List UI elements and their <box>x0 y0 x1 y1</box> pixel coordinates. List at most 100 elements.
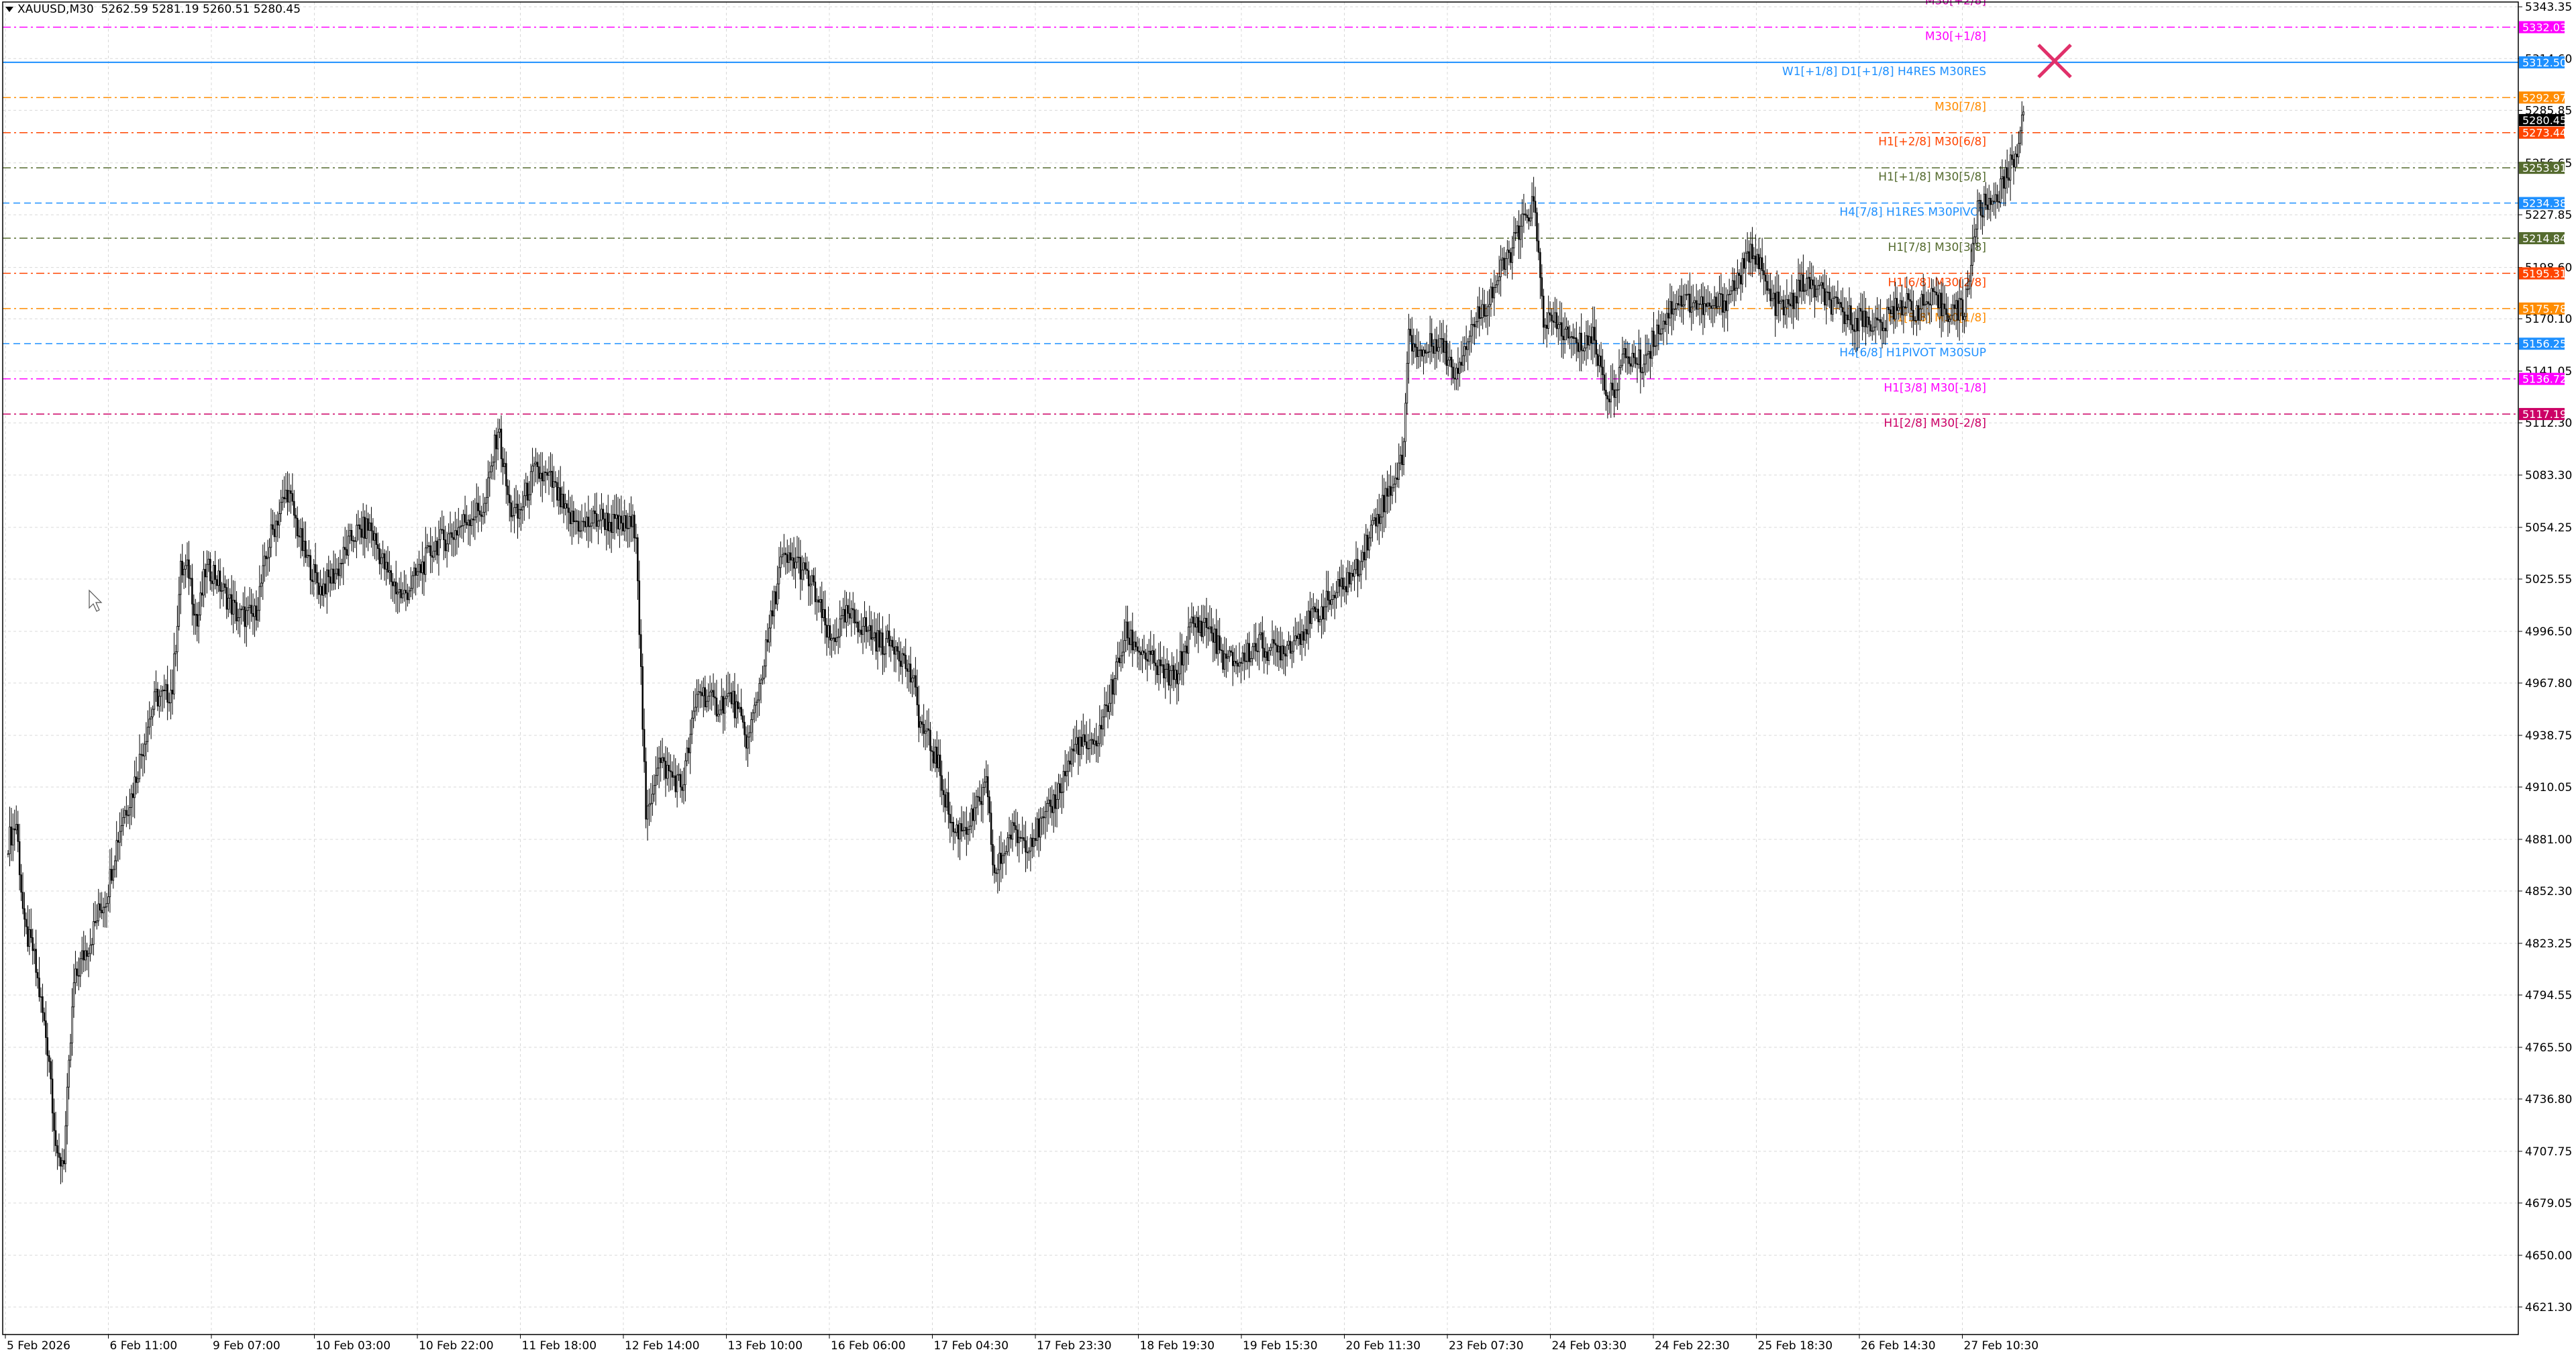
candle-body <box>760 679 762 684</box>
candle-body <box>20 874 22 893</box>
candle <box>1225 638 1227 678</box>
time-tick-label: 24 Feb 03:30 <box>1552 1339 1627 1353</box>
level-label: M30[7/8] <box>1935 100 1986 113</box>
candle-body <box>115 840 117 862</box>
candle-body <box>1404 403 1406 442</box>
candle <box>847 598 849 627</box>
candle <box>620 495 623 536</box>
candle-body <box>134 776 136 798</box>
candle-body <box>392 581 394 586</box>
candle <box>266 539 269 576</box>
candle-body <box>1745 252 1747 269</box>
candle <box>219 558 221 609</box>
candle-body <box>590 523 593 527</box>
candle-body <box>1049 799 1051 807</box>
candle-body <box>1282 645 1285 654</box>
dropdown-triangle-icon[interactable] <box>5 7 13 12</box>
candle-body <box>1672 308 1675 315</box>
candle <box>1127 605 1129 651</box>
candle-body <box>1629 363 1632 367</box>
candle <box>1646 334 1648 373</box>
candle-body <box>1998 201 2000 203</box>
candle-body <box>475 503 478 517</box>
candle <box>1133 631 1135 654</box>
candle <box>525 472 527 507</box>
candle-body <box>206 564 208 578</box>
candle <box>1136 637 1139 668</box>
candle-body <box>714 696 716 698</box>
candle-body <box>857 621 859 633</box>
candle <box>1501 248 1504 272</box>
candle <box>1319 615 1321 626</box>
candle-body <box>203 569 205 596</box>
candle-body <box>1019 837 1022 839</box>
candle <box>1837 280 1839 309</box>
candle <box>1396 462 1398 488</box>
price-tag-label: 5136.72 <box>2522 373 2567 386</box>
candle-body <box>395 581 397 594</box>
candle <box>1373 509 1376 525</box>
candle <box>699 684 701 709</box>
candle-body <box>1533 196 1535 202</box>
candle-body <box>40 996 42 998</box>
candle <box>1935 276 1938 306</box>
candle <box>1552 301 1555 335</box>
candle <box>703 677 705 717</box>
candle <box>1684 283 1686 310</box>
candle <box>934 739 937 772</box>
candle <box>12 813 14 862</box>
candle-body <box>1587 335 1589 346</box>
candle-body <box>308 555 310 556</box>
candle <box>1282 639 1285 674</box>
candle <box>1847 301 1849 327</box>
candle-body <box>1452 366 1454 378</box>
candle-body <box>2022 111 2024 115</box>
candle-body <box>2020 114 2023 132</box>
candle <box>694 688 697 721</box>
candle-body <box>1067 760 1070 772</box>
candle-body <box>1562 335 1564 341</box>
candle <box>1118 641 1121 667</box>
candle-body <box>592 511 595 524</box>
candle-body <box>1046 803 1048 812</box>
candle-body <box>1753 256 1755 260</box>
price-tag-label: 5195.31 <box>2522 267 2567 280</box>
candle-body <box>1605 390 1607 397</box>
candle <box>1412 328 1415 364</box>
candle-body <box>79 958 82 977</box>
candle <box>1204 605 1206 636</box>
candle <box>1102 709 1104 745</box>
candle <box>170 669 172 720</box>
candle-body <box>488 471 491 478</box>
candle <box>1196 611 1198 644</box>
candle-body <box>806 568 808 571</box>
candle-body <box>709 691 711 697</box>
candle-body <box>1909 299 1911 302</box>
candle-body <box>1390 486 1392 496</box>
candle-body <box>150 717 152 720</box>
candle-body <box>1790 293 1793 307</box>
candle <box>2008 161 2010 188</box>
candle-body <box>732 690 734 705</box>
price-tick-label: 4967.80 <box>2525 677 2572 690</box>
candle-body <box>1541 277 1543 297</box>
candle-body <box>638 580 641 635</box>
candle-body <box>1600 356 1602 368</box>
candle-body <box>393 581 396 586</box>
candle-body <box>898 651 900 662</box>
candle <box>625 510 627 542</box>
candle-body <box>1087 747 1089 749</box>
candle <box>437 520 440 576</box>
candle <box>750 711 752 742</box>
candle <box>789 537 792 572</box>
candle <box>409 567 412 598</box>
candle <box>722 688 725 734</box>
candle-body <box>937 754 939 768</box>
candle <box>613 494 616 540</box>
candle <box>1423 346 1425 375</box>
candle <box>1271 620 1274 656</box>
candle-body <box>773 591 775 617</box>
candle-body <box>273 529 276 537</box>
